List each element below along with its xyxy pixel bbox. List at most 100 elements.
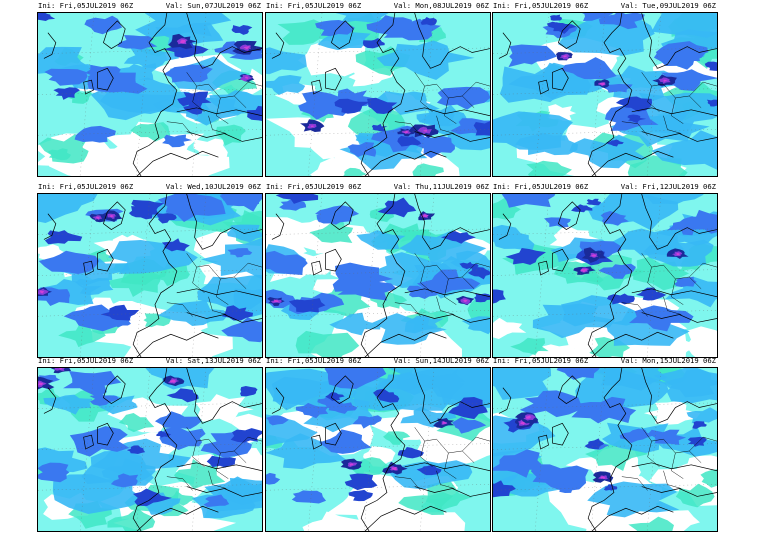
graticule [493, 13, 717, 176]
coastline [414, 194, 490, 250]
precip-max [600, 476, 606, 479]
graticule [493, 194, 717, 357]
coastline [325, 422, 342, 446]
precip-blue [406, 285, 440, 300]
coastline [538, 79, 549, 95]
valid-time-label: Val: Wed,10JUL2019 06Z [165, 182, 261, 191]
country-border [647, 441, 660, 467]
init-time-label: Ini: Fri,05JUL2019 06Z [493, 1, 589, 10]
precip-sky [376, 371, 434, 391]
coastline [43, 213, 57, 240]
coastline [414, 368, 490, 424]
precip-sky [569, 134, 648, 169]
precip-sky [515, 132, 579, 156]
dry-area [128, 142, 230, 176]
forecast-panel: Ini: Fri,05JUL2019 06Z Val: Tue,09JUL2019… [492, 0, 718, 177]
forecast-panel: Ini: Fri,05JUL2019 06Z Val: Mon,08JUL2019… [265, 0, 491, 177]
coastline [103, 20, 126, 49]
precip-violet [54, 368, 65, 372]
valid-time-label: Val: Fri,12JUL2019 06Z [620, 182, 716, 191]
coastline [132, 194, 178, 357]
precip-blue [324, 368, 387, 390]
precip-deep [467, 267, 490, 280]
map-canvas [493, 194, 717, 357]
precip-deep [231, 25, 253, 35]
precip-deep [373, 388, 400, 403]
precip-deep [459, 261, 479, 270]
precip-blue [38, 250, 100, 275]
coastline [136, 331, 219, 357]
precip-blue [298, 91, 350, 120]
coastline [414, 131, 490, 142]
precip-blue [74, 125, 116, 143]
precip-teal [383, 431, 411, 445]
precip-max [463, 299, 468, 303]
coastline [552, 248, 569, 272]
coastline [97, 67, 114, 91]
precip-deep [416, 464, 442, 476]
coastline [360, 368, 406, 531]
country-border [420, 441, 433, 467]
precip-deep [131, 199, 165, 215]
precip-sky [329, 312, 381, 336]
precip-teal [493, 197, 521, 220]
dry-area [124, 321, 233, 357]
precip-max [562, 55, 567, 58]
country-border [186, 427, 247, 463]
precip-max [404, 130, 408, 134]
precip-deep [584, 438, 605, 450]
coastline [271, 213, 285, 240]
country-border [689, 262, 717, 278]
precip-blue [659, 69, 717, 92]
country-border [671, 278, 684, 305]
precip-deep [246, 105, 262, 121]
coastline [641, 194, 717, 250]
coastline [404, 462, 490, 472]
graticule [266, 13, 490, 176]
coastline [83, 434, 94, 450]
precip-teal [118, 412, 155, 433]
precip-teal [309, 218, 354, 243]
precip-sky [404, 314, 444, 334]
precip-deep [275, 194, 319, 204]
country-border [208, 115, 227, 134]
coastline [538, 434, 549, 450]
precip-teal [510, 337, 549, 356]
precip-max [526, 415, 531, 419]
graticule [38, 368, 262, 531]
precip-deep [157, 213, 177, 224]
precip-blue [315, 20, 355, 37]
precip-deep [161, 238, 190, 252]
panel-header: Ini: Fri,05JUL2019 06Z Val: Mon,15JUL2019… [492, 355, 718, 366]
coastline [414, 312, 490, 323]
precip-teal [425, 481, 473, 512]
precip-sky [575, 368, 669, 411]
panel-header: Ini: Fri,05JUL2019 06Z Val: Fri,12JUL2019… [492, 181, 718, 192]
precip-deep [440, 230, 476, 244]
country-border [394, 121, 421, 136]
precip-deep [448, 397, 488, 420]
coastline [176, 107, 262, 117]
precip-blue [681, 209, 717, 234]
init-time-label: Ini: Fri,05JUL2019 06Z [38, 182, 134, 191]
precip-deep [334, 98, 371, 114]
precip-deep [474, 293, 490, 303]
graticule [38, 194, 262, 357]
precip-blue [266, 415, 289, 426]
precip-deep [240, 385, 258, 397]
precip-blue [63, 371, 122, 398]
country-border [647, 267, 660, 293]
graticule [266, 368, 490, 531]
precip-sky [664, 276, 717, 308]
precip-blue [203, 494, 230, 508]
precip-sky [686, 407, 717, 424]
coastline [414, 13, 490, 69]
country-border [166, 302, 193, 317]
precip-deep [156, 430, 172, 438]
valid-time-label: Val: Sun,14JUL2019 06Z [393, 356, 489, 365]
precip-blue [227, 248, 253, 258]
coastline [325, 248, 342, 272]
forecast-panel: Ini: Fri,05JUL2019 06Z Val: Wed,10JUL2019… [37, 181, 263, 358]
precipitation-map [265, 367, 491, 532]
forecast-panel: Ini: Fri,05JUL2019 06Z Val: Mon,15JUL2019… [492, 355, 718, 532]
